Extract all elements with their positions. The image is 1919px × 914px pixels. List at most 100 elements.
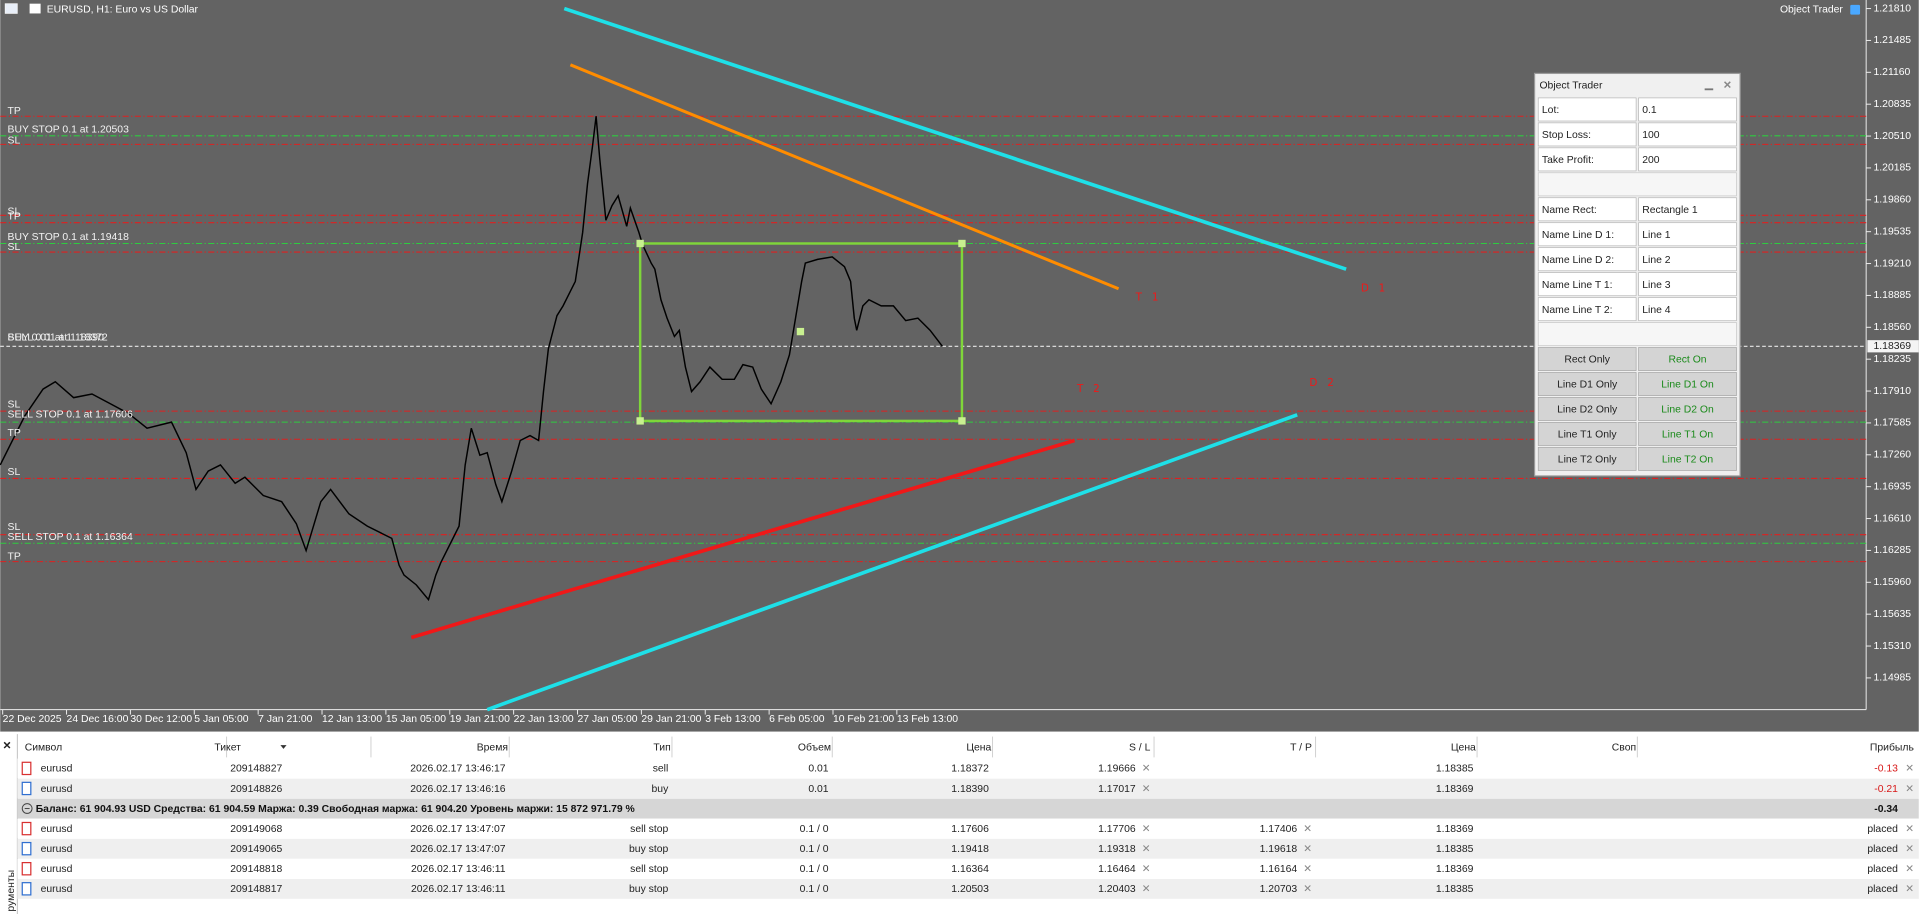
- button[interactable]: [1638, 347, 1737, 371]
- column-header[interactable]: Цена: [1451, 742, 1476, 753]
- column-header[interactable]: Прибыль: [1870, 741, 1914, 753]
- cell-current: 1.18369: [1436, 864, 1474, 875]
- value-cell[interactable]: [1638, 247, 1737, 272]
- cell-volume: 0.01: [808, 784, 828, 795]
- drawn-label: T2: [1076, 383, 1110, 395]
- button-label[interactable]: Line D1 Only: [1557, 380, 1618, 391]
- close-toolbox[interactable]: ✕: [3, 741, 12, 752]
- time-label: 22 Dec 2025: [3, 714, 62, 725]
- label-cell: [1537, 97, 1637, 122]
- remove-row[interactable]: ✕: [1905, 844, 1914, 855]
- remove-sl[interactable]: ✕: [1142, 764, 1151, 775]
- button[interactable]: [1537, 446, 1637, 471]
- value-cell[interactable]: [1638, 297, 1737, 322]
- cell-current: 1.18385: [1436, 884, 1474, 895]
- field-value: Line 2: [1642, 255, 1671, 266]
- table-row[interactable]: [17, 879, 1919, 899]
- close[interactable]: ✕: [1723, 80, 1732, 91]
- button[interactable]: [1537, 347, 1637, 371]
- table-row[interactable]: [17, 758, 1919, 779]
- cell-ticket: 209148818: [230, 864, 282, 875]
- price-label: 1.17910: [1873, 386, 1911, 397]
- time-label: 22 Jan 13:00: [514, 714, 574, 725]
- cell-profit: -0.13: [1874, 764, 1898, 775]
- column-header[interactable]: Тикет: [214, 742, 241, 753]
- button-label[interactable]: Line T2 Only: [1558, 455, 1618, 466]
- button[interactable]: [1537, 372, 1637, 396]
- remove-tp[interactable]: ✕: [1303, 844, 1312, 855]
- remove-tp[interactable]: ✕: [1303, 864, 1312, 875]
- field-label: Lot:: [1542, 105, 1559, 116]
- table-row[interactable]: [17, 818, 1919, 839]
- column-header[interactable]: Символ: [25, 742, 62, 753]
- level-label: TP: [8, 428, 21, 439]
- column-header[interactable]: Своп: [1612, 742, 1636, 753]
- remove-row[interactable]: ✕: [1905, 864, 1914, 875]
- trendline-d1: [563, 6, 1347, 271]
- button-label[interactable]: Line T1 Only: [1558, 430, 1618, 441]
- remove-sl[interactable]: ✕: [1142, 844, 1151, 855]
- value-cell[interactable]: [1638, 272, 1737, 297]
- remove-tp[interactable]: ✕: [1303, 884, 1312, 895]
- cell-time: 2026.02.17 13:46:17: [410, 764, 506, 775]
- button[interactable]: [1638, 446, 1737, 471]
- remove-row[interactable]: ✕: [1905, 884, 1914, 895]
- button-label[interactable]: Rect Only: [1564, 355, 1610, 366]
- field-label: Take Profit:: [1542, 155, 1594, 166]
- button[interactable]: [1537, 397, 1637, 421]
- remove-row[interactable]: ✕: [1905, 824, 1914, 835]
- button-label[interactable]: Line D2 On: [1661, 405, 1714, 416]
- button[interactable]: [1638, 422, 1737, 446]
- price-label: 1.18885: [1873, 290, 1911, 301]
- cell-sl: 1.17706: [1098, 824, 1136, 835]
- time-label: 7 Jan 21:00: [258, 714, 313, 725]
- button-label[interactable]: Line T2 On: [1662, 455, 1713, 466]
- cell-ticket: 209148817: [230, 884, 282, 895]
- table-row[interactable]: [17, 838, 1919, 859]
- button-label[interactable]: Line T1 On: [1662, 430, 1713, 441]
- remove-row[interactable]: ✕: [1905, 764, 1914, 775]
- button[interactable]: [1537, 422, 1637, 446]
- cell-time: 2026.02.17 13:46:11: [411, 864, 506, 875]
- chart-text: EURUSD, H1: Euro vs US Dollar Object Trad…: [2, 3, 1919, 725]
- remove-sl[interactable]: ✕: [1142, 884, 1151, 895]
- column-header[interactable]: T / P: [1290, 742, 1312, 753]
- button-label[interactable]: Rect On: [1668, 355, 1706, 366]
- remove-sl[interactable]: ✕: [1142, 784, 1151, 795]
- current-price-box: [1867, 340, 1919, 353]
- price-label: 1.16610: [1873, 513, 1911, 524]
- trendline-t1: [569, 63, 1120, 291]
- field-value: 0.1: [1642, 105, 1657, 116]
- value-cell[interactable]: [1638, 122, 1737, 147]
- value-cell[interactable]: [1638, 197, 1737, 222]
- remove-sl[interactable]: ✕: [1142, 864, 1151, 875]
- cell-type: buy: [652, 784, 670, 795]
- button[interactable]: [1638, 397, 1737, 421]
- trade-table: ✕ Символ Тикет Время Тип Объем Цена S / L T / P Ц…: [3, 734, 1919, 914]
- level-label: SELL STOP 0.1 at 1.17606: [8, 410, 133, 421]
- button[interactable]: [1638, 372, 1737, 396]
- button-label[interactable]: Line D2 Only: [1557, 405, 1618, 416]
- value-cell[interactable]: [1638, 97, 1737, 122]
- remove-row[interactable]: ✕: [1905, 784, 1914, 795]
- value-cell[interactable]: [1638, 147, 1737, 172]
- remove-tp[interactable]: ✕: [1303, 824, 1312, 835]
- column-header[interactable]: S / L: [1129, 742, 1151, 753]
- spacer: [1537, 172, 1737, 197]
- table-row[interactable]: [17, 858, 1919, 879]
- column-header[interactable]: Тип: [653, 742, 670, 753]
- column-header[interactable]: Объем: [798, 741, 831, 753]
- trendline-d2: [486, 413, 1298, 712]
- field-label: Name Line T 2:: [1542, 305, 1613, 316]
- remove-sl[interactable]: ✕: [1142, 824, 1151, 835]
- collapse[interactable]: [21, 803, 33, 814]
- value-cell[interactable]: [1638, 222, 1737, 247]
- time-label: 13 Feb 13:00: [897, 714, 958, 725]
- level-label: SL: [8, 242, 21, 253]
- column-header[interactable]: Цена: [966, 742, 991, 753]
- table-row[interactable]: [17, 778, 1919, 799]
- balance-text: Баланс: 61 904.93 USD Средства: 61 904.5…: [36, 803, 635, 815]
- time-label: 27 Jan 05:00: [578, 714, 638, 725]
- column-header[interactable]: Время: [477, 742, 508, 753]
- button-label[interactable]: Line D1 On: [1661, 380, 1714, 391]
